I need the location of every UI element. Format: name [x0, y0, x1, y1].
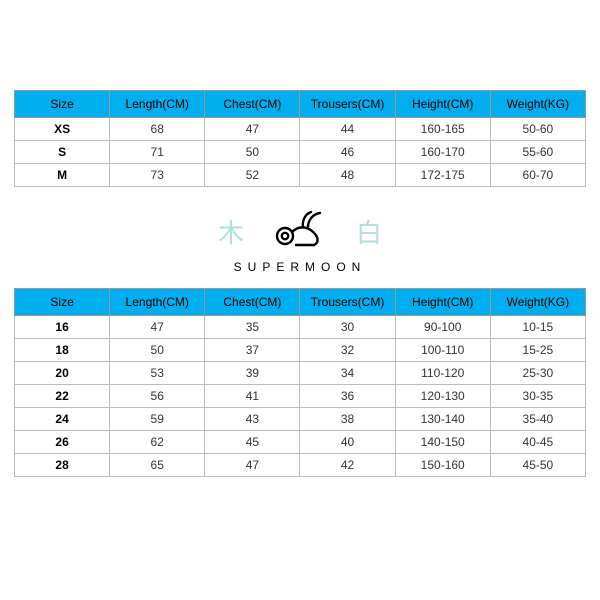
- kids-cell: 30-35: [490, 385, 585, 408]
- adult-cell: 44: [300, 118, 395, 141]
- kids-cell: 35-40: [490, 408, 585, 431]
- kids-cell: 40: [300, 431, 395, 454]
- adult-cell: 52: [205, 164, 300, 187]
- kids-cell: 24: [15, 408, 110, 431]
- kids-cell: 18: [15, 339, 110, 362]
- adult-row: XS684744160-16550-60: [15, 118, 586, 141]
- brand-left-char: 木: [218, 213, 244, 250]
- adult-cell: 160-170: [395, 141, 490, 164]
- adult-cell: 172-175: [395, 164, 490, 187]
- adult-header-cell: Length(CM): [110, 91, 205, 118]
- adult-cell: S: [15, 141, 110, 164]
- adult-header-row: SizeLength(CM)Chest(CM)Trousers(CM)Heigh…: [15, 91, 586, 118]
- kids-cell: 16: [15, 316, 110, 339]
- kids-cell: 10-15: [490, 316, 585, 339]
- kids-cell: 41: [205, 385, 300, 408]
- kids-cell: 47: [110, 316, 205, 339]
- kids-row: 18503732100-11015-25: [15, 339, 586, 362]
- kids-cell: 42: [300, 454, 395, 477]
- kids-header-cell: Trousers(CM): [300, 289, 395, 316]
- kids-cell: 32: [300, 339, 395, 362]
- kids-cell: 43: [205, 408, 300, 431]
- adult-cell: 73: [110, 164, 205, 187]
- brand-name: SUPERMOON: [14, 260, 586, 274]
- kids-cell: 59: [110, 408, 205, 431]
- kids-cell: 37: [205, 339, 300, 362]
- kids-cell: 45: [205, 431, 300, 454]
- adult-cell: 50: [205, 141, 300, 164]
- kids-cell: 40-45: [490, 431, 585, 454]
- kids-cell: 100-110: [395, 339, 490, 362]
- adult-cell: XS: [15, 118, 110, 141]
- kids-cell: 25-30: [490, 362, 585, 385]
- adult-cell: 48: [300, 164, 395, 187]
- brand-block: 木 白 SUPERMOON: [14, 209, 586, 274]
- kids-cell: 110-120: [395, 362, 490, 385]
- adult-cell: 71: [110, 141, 205, 164]
- kids-cell: 35: [205, 316, 300, 339]
- kids-row: 28654742150-16045-50: [15, 454, 586, 477]
- kids-cell: 56: [110, 385, 205, 408]
- kids-header-cell: Height(CM): [395, 289, 490, 316]
- kids-cell: 20: [15, 362, 110, 385]
- kids-cell: 47: [205, 454, 300, 477]
- kids-row: 22564136120-13030-35: [15, 385, 586, 408]
- adult-cell: 60-70: [490, 164, 585, 187]
- adult-header-cell: Size: [15, 91, 110, 118]
- kids-row: 20533934110-12025-30: [15, 362, 586, 385]
- kids-cell: 39: [205, 362, 300, 385]
- kids-cell: 120-130: [395, 385, 490, 408]
- kids-size-table: SizeLength(CM)Chest(CM)Trousers(CM)Heigh…: [14, 288, 586, 477]
- kids-cell: 38: [300, 408, 395, 431]
- kids-row: 26624540140-15040-45: [15, 431, 586, 454]
- brand-right-char: 白: [356, 213, 382, 250]
- kids-cell: 45-50: [490, 454, 585, 477]
- kids-cell: 90-100: [395, 316, 490, 339]
- adult-header-cell: Chest(CM): [205, 91, 300, 118]
- adult-row: S715046160-17055-60: [15, 141, 586, 164]
- kids-header-cell: Weight(KG): [490, 289, 585, 316]
- kids-header-row: SizeLength(CM)Chest(CM)Trousers(CM)Heigh…: [15, 289, 586, 316]
- adult-size-table: SizeLength(CM)Chest(CM)Trousers(CM)Heigh…: [14, 90, 586, 187]
- kids-cell: 150-160: [395, 454, 490, 477]
- adult-table-body: XS684744160-16550-60S715046160-17055-60M…: [15, 118, 586, 187]
- adult-row: M735248172-17560-70: [15, 164, 586, 187]
- kids-cell: 26: [15, 431, 110, 454]
- kids-cell: 34: [300, 362, 395, 385]
- page: SizeLength(CM)Chest(CM)Trousers(CM)Heigh…: [0, 0, 600, 487]
- adult-table-head: SizeLength(CM)Chest(CM)Trousers(CM)Heigh…: [15, 91, 586, 118]
- kids-header-cell: Length(CM): [110, 289, 205, 316]
- rabbit-icon: [272, 209, 328, 254]
- kids-table-body: 1647353090-10010-1518503732100-11015-252…: [15, 316, 586, 477]
- kids-header-cell: Chest(CM): [205, 289, 300, 316]
- adult-cell: 46: [300, 141, 395, 164]
- adult-header-cell: Trousers(CM): [300, 91, 395, 118]
- top-spacer: [14, 12, 586, 90]
- kids-cell: 62: [110, 431, 205, 454]
- kids-cell: 22: [15, 385, 110, 408]
- adult-cell: 160-165: [395, 118, 490, 141]
- brand-row: 木 白: [14, 209, 586, 254]
- kids-cell: 53: [110, 362, 205, 385]
- kids-cell: 50: [110, 339, 205, 362]
- kids-cell: 130-140: [395, 408, 490, 431]
- adult-cell: 50-60: [490, 118, 585, 141]
- kids-cell: 140-150: [395, 431, 490, 454]
- adult-header-cell: Height(CM): [395, 91, 490, 118]
- adult-header-cell: Weight(KG): [490, 91, 585, 118]
- kids-cell: 36: [300, 385, 395, 408]
- kids-cell: 65: [110, 454, 205, 477]
- adult-cell: 68: [110, 118, 205, 141]
- kids-table-head: SizeLength(CM)Chest(CM)Trousers(CM)Heigh…: [15, 289, 586, 316]
- adult-cell: 55-60: [490, 141, 585, 164]
- kids-row: 1647353090-10010-15: [15, 316, 586, 339]
- adult-cell: 47: [205, 118, 300, 141]
- kids-header-cell: Size: [15, 289, 110, 316]
- kids-cell: 15-25: [490, 339, 585, 362]
- kids-row: 24594338130-14035-40: [15, 408, 586, 431]
- kids-cell: 28: [15, 454, 110, 477]
- adult-cell: M: [15, 164, 110, 187]
- kids-cell: 30: [300, 316, 395, 339]
